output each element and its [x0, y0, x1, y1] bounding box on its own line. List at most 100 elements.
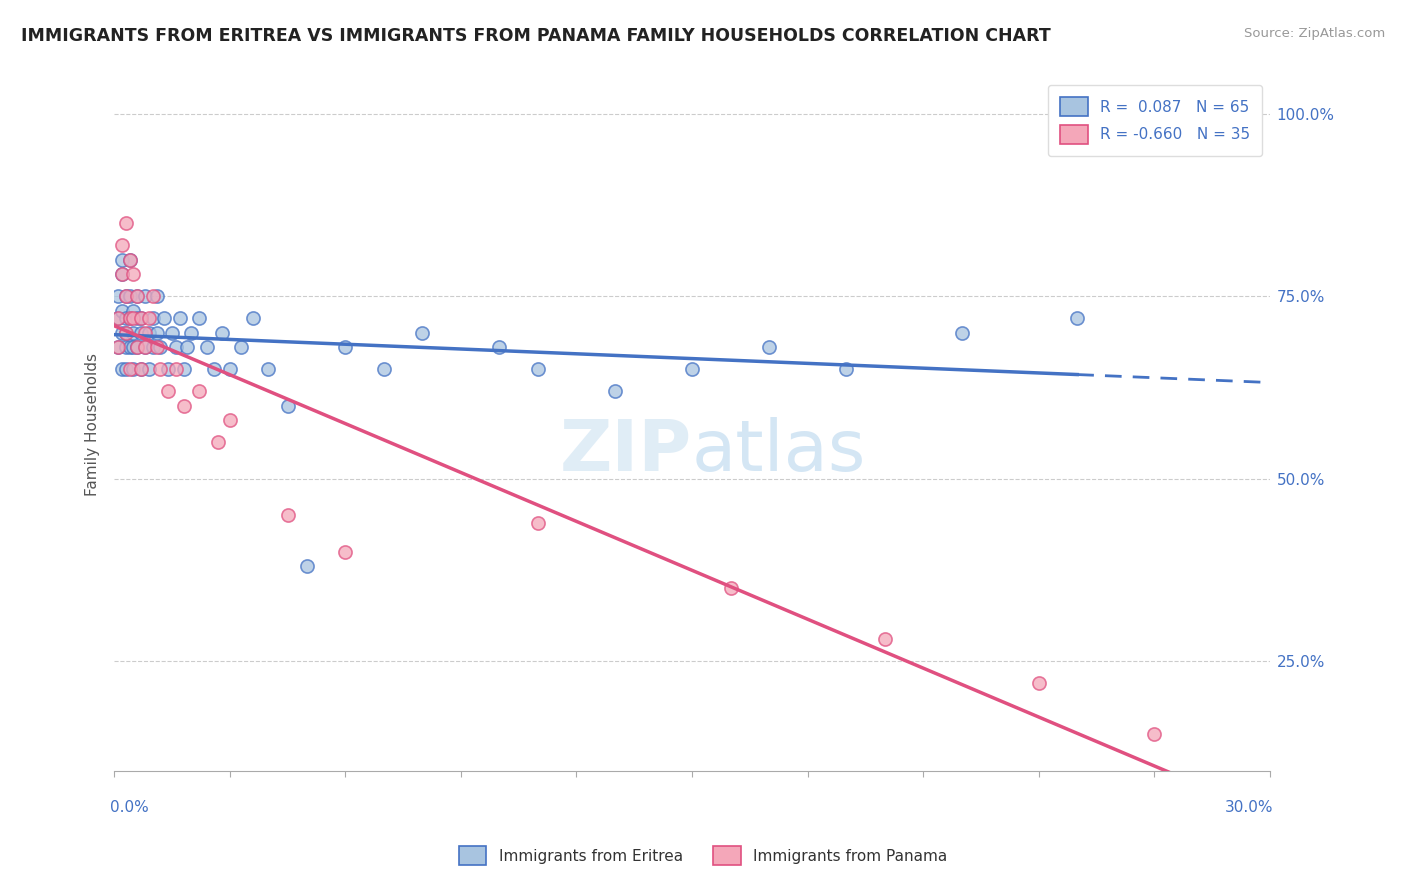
Point	[127, 289, 149, 303]
Point	[176, 340, 198, 354]
Point	[127, 289, 149, 303]
Point	[335, 545, 357, 559]
Point	[720, 581, 742, 595]
Point	[127, 340, 149, 354]
Point	[122, 340, 145, 354]
Text: 30.0%: 30.0%	[1225, 800, 1274, 814]
Point	[277, 508, 299, 523]
Point	[118, 311, 141, 326]
Point	[173, 399, 195, 413]
Point	[111, 362, 134, 376]
Point	[127, 340, 149, 354]
Point	[129, 311, 152, 326]
Text: 0.0%: 0.0%	[110, 800, 149, 814]
Y-axis label: Family Households: Family Households	[86, 352, 100, 496]
Legend: Immigrants from Eritrea, Immigrants from Panama: Immigrants from Eritrea, Immigrants from…	[453, 840, 953, 871]
Point	[114, 362, 136, 376]
Point	[111, 252, 134, 267]
Point	[118, 311, 141, 326]
Point	[134, 340, 156, 354]
Point	[758, 340, 780, 354]
Text: ZIP: ZIP	[560, 417, 692, 486]
Point	[114, 289, 136, 303]
Point	[157, 384, 180, 399]
Point	[603, 384, 626, 399]
Point	[138, 362, 160, 376]
Point	[107, 340, 129, 354]
Point	[122, 362, 145, 376]
Point	[114, 311, 136, 326]
Point	[114, 326, 136, 340]
Point	[142, 340, 165, 354]
Point	[873, 632, 896, 647]
Point	[165, 362, 187, 376]
Point	[149, 340, 172, 354]
Point	[160, 326, 183, 340]
Point	[127, 311, 149, 326]
Point	[149, 362, 172, 376]
Point	[122, 268, 145, 282]
Point	[111, 238, 134, 252]
Point	[218, 362, 240, 376]
Point	[527, 362, 550, 376]
Point	[107, 340, 129, 354]
Point	[129, 326, 152, 340]
Point	[1143, 727, 1166, 741]
Point	[134, 289, 156, 303]
Point	[142, 289, 165, 303]
Legend: R =  0.087   N = 65, R = -0.660   N = 35: R = 0.087 N = 65, R = -0.660 N = 35	[1047, 85, 1263, 156]
Point	[835, 362, 858, 376]
Text: Source: ZipAtlas.com: Source: ZipAtlas.com	[1244, 27, 1385, 40]
Point	[107, 311, 129, 326]
Point	[114, 340, 136, 354]
Point	[187, 384, 209, 399]
Point	[111, 268, 134, 282]
Point	[153, 311, 176, 326]
Point	[118, 252, 141, 267]
Point	[118, 362, 141, 376]
Point	[335, 340, 357, 354]
Point	[107, 289, 129, 303]
Point	[169, 311, 191, 326]
Point	[114, 326, 136, 340]
Point	[122, 326, 145, 340]
Point	[211, 326, 233, 340]
Point	[207, 435, 229, 450]
Point	[145, 289, 167, 303]
Point	[295, 559, 318, 574]
Point	[122, 304, 145, 318]
Point	[122, 311, 145, 326]
Point	[195, 340, 218, 354]
Text: atlas: atlas	[692, 417, 866, 486]
Point	[138, 311, 160, 326]
Point	[145, 340, 167, 354]
Point	[111, 304, 134, 318]
Point	[165, 340, 187, 354]
Point	[1066, 311, 1088, 326]
Point	[187, 311, 209, 326]
Point	[231, 340, 253, 354]
Point	[202, 362, 225, 376]
Point	[145, 326, 167, 340]
Point	[134, 340, 156, 354]
Point	[129, 311, 152, 326]
Point	[111, 268, 134, 282]
Point	[142, 311, 165, 326]
Point	[129, 362, 152, 376]
Point	[411, 326, 433, 340]
Point	[488, 340, 510, 354]
Point	[681, 362, 703, 376]
Point	[111, 326, 134, 340]
Point	[257, 362, 280, 376]
Point	[218, 413, 240, 427]
Point	[134, 326, 156, 340]
Point	[950, 326, 973, 340]
Point	[173, 362, 195, 376]
Point	[138, 326, 160, 340]
Point	[527, 516, 550, 530]
Point	[107, 311, 129, 326]
Point	[1028, 676, 1050, 690]
Point	[114, 289, 136, 303]
Point	[242, 311, 264, 326]
Point	[277, 399, 299, 413]
